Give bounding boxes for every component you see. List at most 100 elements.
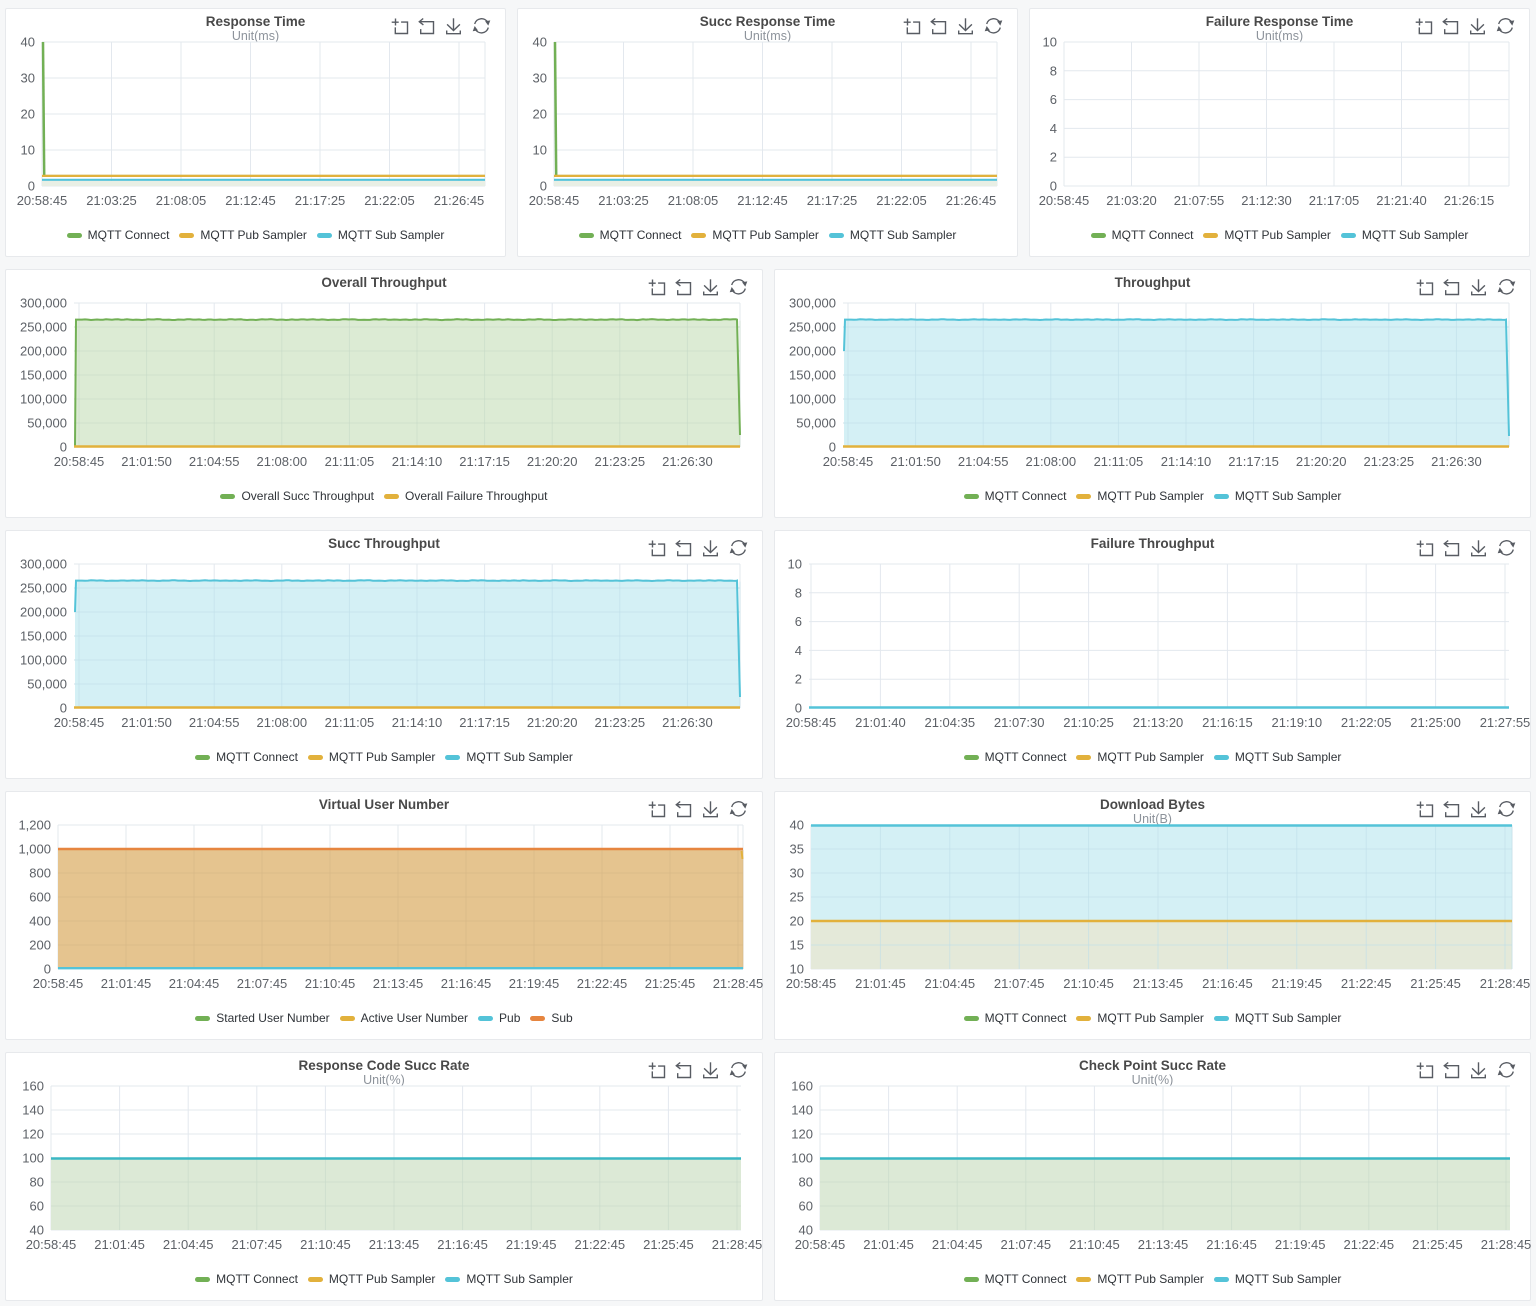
svg-text:21:26:15: 21:26:15	[1444, 193, 1495, 208]
svg-text:200,000: 200,000	[20, 605, 67, 620]
svg-text:0: 0	[60, 440, 67, 455]
svg-text:21:19:45: 21:19:45	[509, 976, 560, 991]
svg-text:8: 8	[795, 585, 802, 600]
svg-text:150,000: 150,000	[20, 629, 67, 644]
svg-text:21:17:25: 21:17:25	[295, 193, 346, 208]
svg-text:300,000: 300,000	[20, 296, 67, 311]
svg-text:21:01:40: 21:01:40	[855, 715, 906, 730]
svg-text:2: 2	[1050, 150, 1057, 165]
svg-text:200,000: 200,000	[20, 344, 67, 359]
svg-text:21:13:45: 21:13:45	[1138, 1237, 1189, 1252]
svg-text:140: 140	[791, 1103, 813, 1118]
svg-text:250,000: 250,000	[20, 581, 67, 596]
svg-text:21:19:45: 21:19:45	[1275, 1237, 1326, 1252]
svg-text:21:11:05: 21:11:05	[1094, 454, 1144, 469]
svg-text:21:27:55: 21:27:55	[1480, 715, 1531, 730]
svg-text:120: 120	[791, 1127, 813, 1142]
svg-text:20:58:45: 20:58:45	[823, 454, 874, 469]
svg-text:21:21:40: 21:21:40	[1376, 193, 1427, 208]
svg-text:21:16:45: 21:16:45	[1202, 976, 1253, 991]
svg-text:20: 20	[21, 107, 35, 122]
svg-text:21:07:30: 21:07:30	[994, 715, 1045, 730]
svg-text:21:01:45: 21:01:45	[855, 976, 906, 991]
svg-text:21:01:45: 21:01:45	[94, 1237, 145, 1252]
svg-text:400: 400	[29, 914, 51, 929]
svg-text:21:28:45: 21:28:45	[713, 976, 764, 991]
svg-text:21:04:35: 21:04:35	[924, 715, 975, 730]
svg-text:21:01:50: 21:01:50	[890, 454, 941, 469]
svg-text:100: 100	[791, 1151, 813, 1166]
svg-text:21:01:50: 21:01:50	[121, 454, 172, 469]
svg-text:21:04:45: 21:04:45	[169, 976, 220, 991]
svg-text:21:03:20: 21:03:20	[1106, 193, 1157, 208]
svg-text:1,200: 1,200	[18, 818, 51, 833]
svg-text:21:11:05: 21:11:05	[325, 454, 375, 469]
svg-text:21:22:45: 21:22:45	[574, 1237, 625, 1252]
svg-text:21:28:45: 21:28:45	[1481, 1237, 1532, 1252]
svg-text:2: 2	[795, 672, 802, 687]
svg-text:21:20:20: 21:20:20	[1296, 454, 1347, 469]
svg-text:60: 60	[799, 1199, 813, 1214]
svg-text:21:12:45: 21:12:45	[737, 193, 788, 208]
svg-text:0: 0	[60, 701, 67, 716]
svg-text:40: 40	[790, 818, 804, 833]
svg-text:35: 35	[790, 842, 804, 857]
svg-text:21:26:45: 21:26:45	[434, 193, 485, 208]
svg-text:21:22:45: 21:22:45	[1341, 976, 1392, 991]
svg-text:300,000: 300,000	[789, 296, 836, 311]
svg-text:21:04:45: 21:04:45	[924, 976, 975, 991]
svg-text:21:08:00: 21:08:00	[256, 454, 307, 469]
svg-text:21:10:45: 21:10:45	[1063, 976, 1114, 991]
svg-text:21:26:45: 21:26:45	[946, 193, 997, 208]
svg-text:200: 200	[29, 938, 51, 953]
svg-text:21:01:45: 21:01:45	[101, 976, 152, 991]
svg-text:21:03:25: 21:03:25	[86, 193, 137, 208]
svg-text:30: 30	[21, 71, 35, 86]
svg-text:21:01:45: 21:01:45	[863, 1237, 914, 1252]
svg-text:21:28:45: 21:28:45	[712, 1237, 763, 1252]
svg-text:21:04:55: 21:04:55	[189, 454, 240, 469]
svg-text:0: 0	[1050, 179, 1057, 194]
svg-text:21:10:45: 21:10:45	[1069, 1237, 1120, 1252]
svg-text:20: 20	[790, 914, 804, 929]
svg-text:21:17:15: 21:17:15	[459, 715, 510, 730]
svg-text:21:13:20: 21:13:20	[1133, 715, 1184, 730]
svg-text:0: 0	[28, 179, 35, 194]
svg-text:80: 80	[799, 1175, 813, 1190]
svg-text:21:25:45: 21:25:45	[1412, 1237, 1463, 1252]
svg-text:20:58:45: 20:58:45	[795, 1237, 846, 1252]
svg-text:6: 6	[1050, 92, 1057, 107]
svg-text:21:28:45: 21:28:45	[1480, 976, 1531, 991]
svg-text:21:04:55: 21:04:55	[189, 715, 240, 730]
svg-text:200,000: 200,000	[789, 344, 836, 359]
svg-text:21:23:25: 21:23:25	[1363, 454, 1414, 469]
svg-text:21:12:30: 21:12:30	[1241, 193, 1292, 208]
svg-text:80: 80	[30, 1175, 44, 1190]
svg-text:800: 800	[29, 866, 51, 881]
svg-text:21:13:45: 21:13:45	[369, 1237, 420, 1252]
svg-text:20:58:45: 20:58:45	[17, 193, 68, 208]
svg-text:21:13:45: 21:13:45	[1133, 976, 1184, 991]
svg-text:21:16:45: 21:16:45	[441, 976, 492, 991]
svg-text:21:17:15: 21:17:15	[1228, 454, 1279, 469]
svg-text:21:22:45: 21:22:45	[577, 976, 628, 991]
svg-text:6: 6	[795, 614, 802, 629]
svg-text:21:10:25: 21:10:25	[1063, 715, 1114, 730]
svg-text:10: 10	[533, 143, 547, 158]
svg-text:21:22:05: 21:22:05	[1341, 715, 1392, 730]
svg-text:20:58:45: 20:58:45	[26, 1237, 77, 1252]
svg-text:21:16:45: 21:16:45	[1206, 1237, 1257, 1252]
svg-text:21:20:20: 21:20:20	[527, 715, 578, 730]
svg-text:21:14:10: 21:14:10	[1161, 454, 1212, 469]
svg-text:20: 20	[533, 107, 547, 122]
svg-text:150,000: 150,000	[20, 368, 67, 383]
svg-text:21:17:15: 21:17:15	[459, 454, 510, 469]
svg-text:21:17:25: 21:17:25	[807, 193, 858, 208]
svg-text:21:07:45: 21:07:45	[237, 976, 288, 991]
svg-text:20:58:45: 20:58:45	[529, 193, 580, 208]
svg-text:21:07:45: 21:07:45	[231, 1237, 282, 1252]
svg-text:50,000: 50,000	[27, 416, 67, 431]
svg-text:40: 40	[30, 1223, 44, 1238]
svg-text:21:25:45: 21:25:45	[643, 1237, 694, 1252]
svg-text:120: 120	[22, 1127, 44, 1142]
